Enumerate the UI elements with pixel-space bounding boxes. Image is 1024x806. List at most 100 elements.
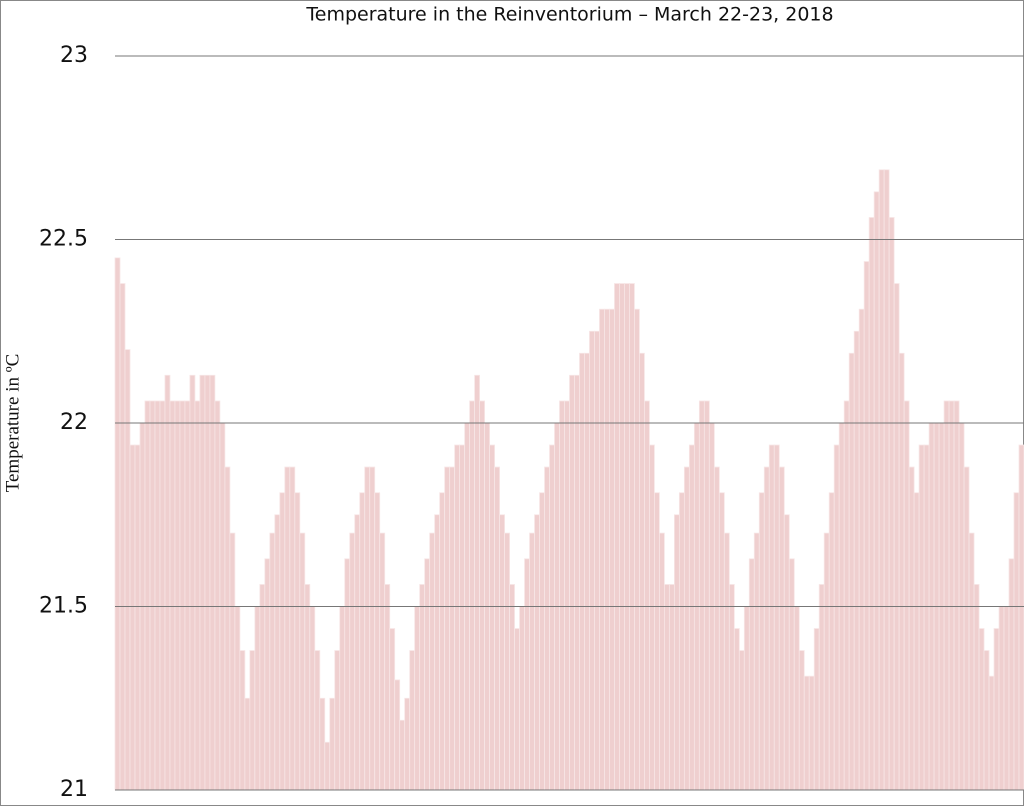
bar	[574, 374, 580, 791]
bar	[154, 400, 161, 791]
bar	[579, 352, 585, 791]
bar	[893, 283, 900, 791]
bar	[404, 697, 411, 791]
bar	[713, 466, 720, 791]
bar	[299, 532, 306, 791]
bar	[214, 400, 221, 791]
bar	[284, 466, 291, 791]
bar	[444, 466, 451, 791]
bar	[189, 374, 196, 791]
bar	[534, 514, 540, 791]
bar	[379, 532, 386, 791]
bar	[209, 374, 216, 791]
bar	[683, 466, 690, 791]
bar	[459, 444, 466, 791]
bar	[249, 650, 256, 791]
chart-title: Temperature in the Reinventorium – March…	[305, 4, 833, 26]
bar	[204, 374, 211, 791]
bar	[124, 349, 131, 791]
bar	[244, 697, 251, 791]
bar	[629, 283, 635, 791]
bar	[424, 558, 431, 791]
bar	[818, 584, 825, 791]
bar	[149, 400, 156, 791]
bar	[344, 558, 351, 791]
bar	[883, 169, 890, 791]
bar	[429, 532, 436, 791]
bar	[494, 466, 500, 791]
bar	[688, 444, 695, 791]
bar	[878, 169, 885, 791]
bar	[614, 283, 620, 791]
y-axis-label: Temperature in ºC	[2, 354, 23, 493]
grid	[115, 55, 1024, 791]
bar	[654, 492, 660, 791]
bar	[843, 400, 850, 791]
bar	[319, 697, 326, 791]
bar	[194, 400, 201, 791]
bar	[474, 374, 480, 791]
bar	[569, 374, 575, 791]
bar	[983, 650, 990, 791]
bar	[559, 400, 565, 791]
bar	[469, 400, 476, 791]
bar	[698, 400, 705, 791]
bar	[439, 492, 446, 791]
bar	[384, 584, 391, 791]
bar	[414, 606, 421, 791]
bar	[783, 514, 790, 791]
bar	[304, 584, 311, 791]
bar	[354, 514, 361, 791]
bar	[908, 466, 915, 791]
bar	[898, 352, 905, 791]
bars	[114, 169, 1024, 791]
bar	[644, 400, 650, 791]
bar	[499, 514, 505, 791]
bar	[888, 217, 895, 791]
bar	[489, 444, 495, 791]
bar	[798, 650, 805, 791]
bar	[723, 532, 730, 791]
bar	[968, 532, 975, 791]
bar	[254, 606, 261, 791]
bar	[943, 400, 950, 791]
y-tick-label: 21	[60, 777, 88, 802]
bar	[479, 400, 485, 791]
bar	[793, 606, 800, 791]
bar	[419, 584, 426, 791]
bar	[728, 584, 735, 791]
bar	[279, 492, 286, 791]
bar	[364, 466, 371, 791]
bar	[409, 650, 416, 791]
bar	[634, 308, 640, 791]
bar	[389, 628, 396, 791]
bar	[923, 444, 930, 791]
bar	[234, 606, 241, 791]
bar	[803, 675, 810, 791]
bar	[678, 492, 685, 791]
bar	[539, 492, 545, 791]
bar	[289, 466, 296, 791]
bar	[639, 352, 645, 791]
bar	[294, 492, 301, 791]
bar	[329, 697, 336, 791]
bar	[758, 492, 765, 791]
bar	[808, 675, 815, 791]
bar	[738, 650, 745, 791]
bar	[823, 532, 830, 791]
bar	[129, 444, 136, 791]
bar	[449, 466, 456, 791]
bar	[314, 650, 321, 791]
bar	[594, 330, 600, 791]
bar	[763, 466, 770, 791]
bar	[978, 628, 985, 791]
bar	[659, 532, 665, 791]
bar	[349, 532, 356, 791]
bar	[768, 444, 775, 791]
bar	[873, 191, 880, 791]
bar	[434, 514, 441, 791]
bar	[394, 679, 401, 791]
bar	[963, 466, 970, 791]
bar	[604, 308, 610, 791]
